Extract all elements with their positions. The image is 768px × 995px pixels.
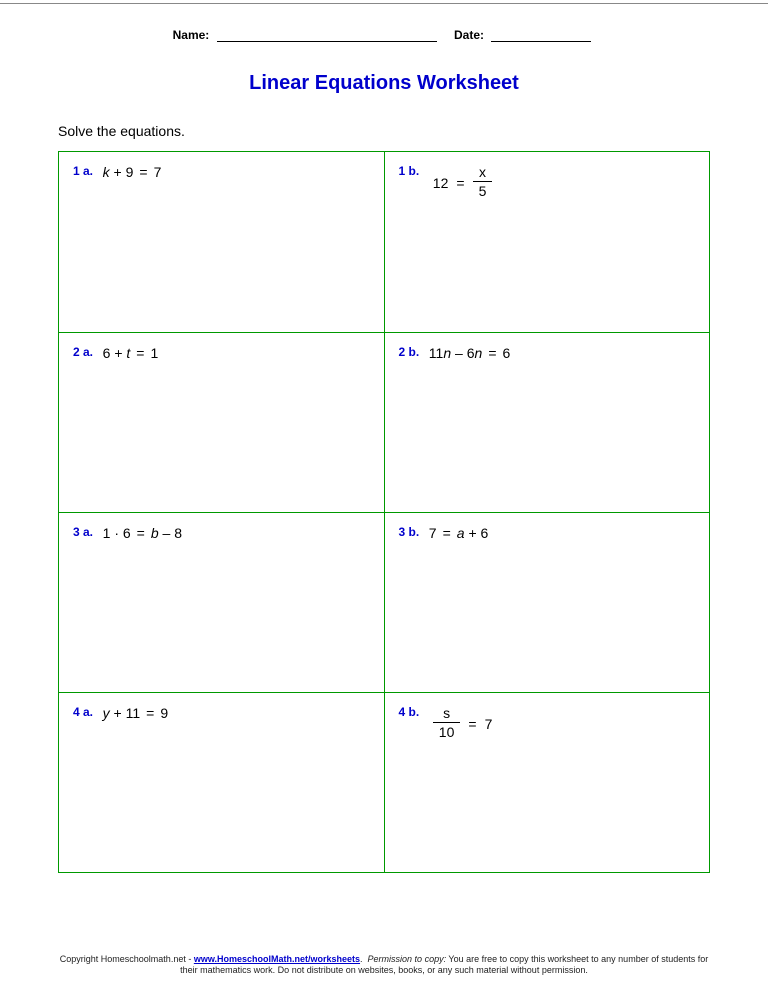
fraction: s 10 bbox=[433, 705, 461, 742]
name-label: Name: bbox=[173, 28, 210, 42]
problem-grid: 1 a. k + 9=7 1 b. 12 = x 5 2 a. bbox=[58, 151, 710, 873]
problem-label: 4 a. bbox=[73, 705, 93, 719]
fraction: x 5 bbox=[473, 164, 493, 201]
equation: y + 11=9 bbox=[103, 705, 168, 721]
equation: 1 · 6=b – 8 bbox=[103, 525, 182, 541]
problem-cell: 4 a. y + 11=9 bbox=[59, 693, 384, 872]
problem-cell: 4 b. s 10 = 7 bbox=[384, 693, 710, 872]
date-blank bbox=[491, 41, 591, 42]
grid-row: 1 a. k + 9=7 1 b. 12 = x 5 bbox=[59, 152, 709, 332]
footer-pre: Copyright Homeschoolmath.net - bbox=[60, 954, 194, 964]
equation: 11n – 6n=6 bbox=[429, 345, 511, 361]
problem-label: 3 b. bbox=[399, 525, 420, 539]
equation: k + 9=7 bbox=[103, 164, 162, 180]
header-line: Name: Date: bbox=[58, 28, 710, 42]
problem-label: 1 b. bbox=[399, 164, 420, 178]
problem-cell: 1 a. k + 9=7 bbox=[59, 152, 384, 332]
problem-label: 2 a. bbox=[73, 345, 93, 359]
date-label: Date: bbox=[454, 28, 484, 42]
top-divider bbox=[0, 3, 768, 4]
problem-cell: 2 a. 6 + t=1 bbox=[59, 333, 384, 512]
equation: 7=a + 6 bbox=[429, 525, 489, 541]
footer-perm-label: Permission to copy: bbox=[368, 954, 447, 964]
equation: s 10 = 7 bbox=[429, 705, 497, 742]
worksheet-page: Name: Date: Linear Equations Worksheet S… bbox=[0, 0, 768, 873]
footer: Copyright Homeschoolmath.net - www.Homes… bbox=[58, 954, 710, 977]
problem-cell: 3 a. 1 · 6=b – 8 bbox=[59, 513, 384, 692]
problem-cell: 2 b. 11n – 6n=6 bbox=[384, 333, 710, 512]
problem-cell: 3 b. 7=a + 6 bbox=[384, 513, 710, 692]
problem-label: 1 a. bbox=[73, 164, 93, 178]
page-title: Linear Equations Worksheet bbox=[58, 72, 710, 95]
equation: 12 = x 5 bbox=[429, 164, 497, 201]
name-blank bbox=[217, 41, 437, 42]
problem-label: 3 a. bbox=[73, 525, 93, 539]
grid-row: 4 a. y + 11=9 4 b. s 10 = 7 bbox=[59, 692, 709, 872]
equation: 6 + t=1 bbox=[103, 345, 159, 361]
problem-label: 4 b. bbox=[399, 705, 420, 719]
instructions: Solve the equations. bbox=[58, 123, 710, 139]
grid-row: 3 a. 1 · 6=b – 8 3 b. 7=a + 6 bbox=[59, 512, 709, 692]
grid-row: 2 a. 6 + t=1 2 b. 11n – 6n=6 bbox=[59, 332, 709, 512]
problem-cell: 1 b. 12 = x 5 bbox=[384, 152, 710, 332]
footer-link: www.HomeschoolMath.net/worksheets bbox=[194, 954, 360, 964]
problem-label: 2 b. bbox=[399, 345, 420, 359]
